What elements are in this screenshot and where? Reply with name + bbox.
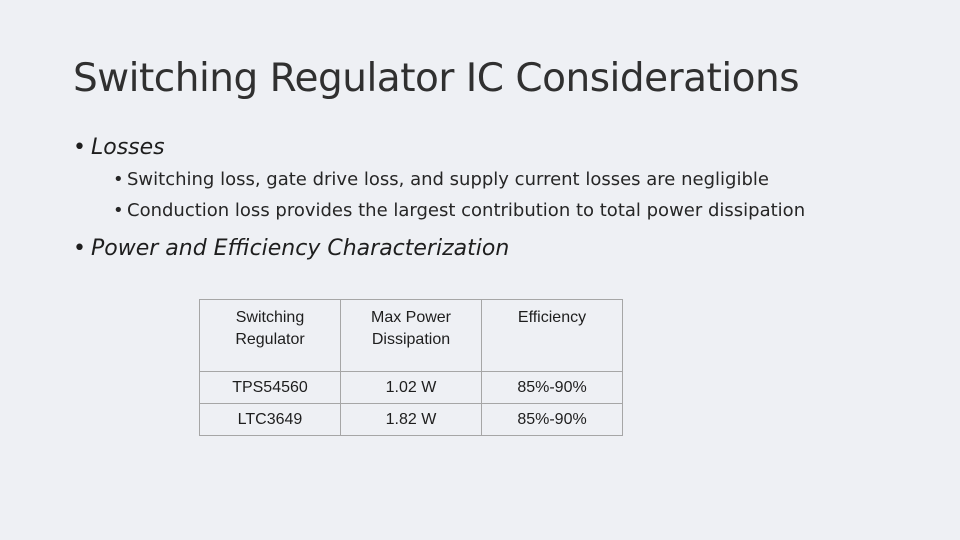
header-switching-regulator: Switching Regulator <box>199 299 341 372</box>
regulator-table: Switching Regulator Max Power Dissipatio… <box>199 299 623 436</box>
table-row: TPS54560 1.02 W 85%-90% <box>199 371 623 404</box>
cell-efficiency: 85%-90% <box>481 371 623 404</box>
table-row: LTC3649 1.82 W 85%-90% <box>199 403 623 436</box>
header-line: Max Power <box>370 309 452 326</box>
bullet-power-efficiency: • Power and Efficiency Characterization <box>73 236 509 261</box>
sub-bullet-switching-loss: • Switching loss, gate drive loss, and su… <box>113 169 769 190</box>
bullet-losses: • Losses <box>73 135 165 160</box>
header-line: Dissipation <box>371 331 451 348</box>
cell-regulator: LTC3649 <box>199 403 341 436</box>
cell-max-power: 1.02 W <box>340 371 482 404</box>
cell-efficiency: 85%-90% <box>481 403 623 436</box>
bullet-text: Power and Efficiency Characterization <box>91 236 510 261</box>
bullet-glyph: • <box>113 169 124 190</box>
bullet-glyph: • <box>113 200 124 221</box>
bullet-text: Losses <box>91 135 165 160</box>
header-efficiency: Efficiency <box>481 299 623 372</box>
sub-bullet-text: Switching loss, gate drive loss, and sup… <box>127 169 769 190</box>
header-line: Switching <box>235 309 305 326</box>
header-line: Efficiency <box>517 309 587 326</box>
table-header-row: Switching Regulator Max Power Dissipatio… <box>199 299 623 372</box>
cell-regulator: TPS54560 <box>199 371 341 404</box>
header-line: Regulator <box>235 331 305 348</box>
sub-bullet-text: Conduction loss provides the largest con… <box>127 200 806 221</box>
header-max-power: Max Power Dissipation <box>340 299 482 372</box>
cell-max-power: 1.82 W <box>340 403 482 436</box>
bullet-glyph: • <box>73 135 86 160</box>
slide-title: Switching Regulator IC Considerations <box>73 56 800 101</box>
sub-bullet-conduction-loss: • Conduction loss provides the largest co… <box>113 200 805 221</box>
bullet-glyph: • <box>73 236 86 261</box>
